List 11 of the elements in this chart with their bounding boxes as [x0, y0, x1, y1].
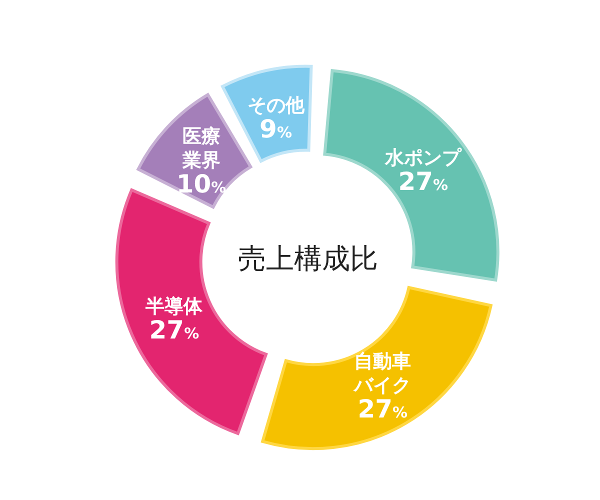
- data-label: 10%: [176, 169, 226, 198]
- slice-label: 医療業界: [181, 125, 220, 172]
- slice-label: 水ポンプ: [384, 147, 462, 170]
- data-label: 27%: [398, 167, 448, 196]
- slice-label: 半導体: [144, 295, 204, 318]
- slice-label: 自動車バイク: [353, 350, 412, 396]
- text: 売上構成比: [238, 242, 378, 275]
- data-label: 27%: [358, 394, 408, 424]
- slice-label: その他: [247, 94, 306, 117]
- data-label: 27%: [149, 315, 200, 344]
- data-label: 9%: [260, 114, 292, 144]
